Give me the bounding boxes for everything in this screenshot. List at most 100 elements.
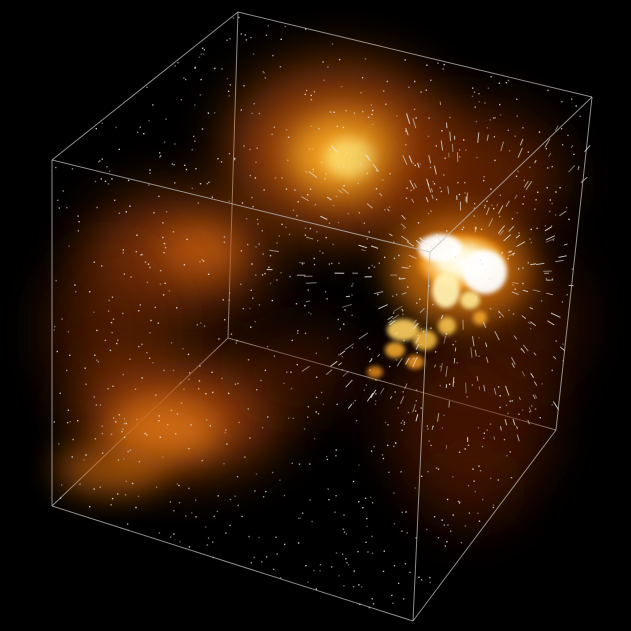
particle <box>155 486 158 488</box>
velocity-streak <box>519 138 524 146</box>
particle <box>258 304 261 306</box>
particle <box>104 180 107 182</box>
particle <box>516 115 518 117</box>
particle <box>499 406 501 409</box>
particle <box>443 414 445 417</box>
particle <box>357 182 359 185</box>
particle <box>452 476 454 478</box>
particle <box>480 259 482 261</box>
velocity-streak <box>568 165 576 173</box>
particle <box>539 417 541 419</box>
particle <box>234 495 236 497</box>
particle <box>381 454 384 456</box>
particle <box>289 275 291 278</box>
particle <box>191 512 193 514</box>
particle <box>265 556 268 558</box>
particle <box>93 488 95 490</box>
velocity-streak <box>483 384 486 392</box>
particle <box>373 445 375 448</box>
particle <box>179 382 182 384</box>
velocity-streak <box>440 362 443 372</box>
particle <box>229 292 231 294</box>
particle <box>579 115 581 118</box>
particle <box>206 544 209 546</box>
particle <box>101 122 103 124</box>
particle <box>496 284 498 286</box>
particle <box>307 289 309 291</box>
velocity-streak <box>408 254 413 258</box>
particle <box>111 497 114 500</box>
particle <box>203 53 205 55</box>
particle <box>426 64 428 66</box>
particle <box>226 443 228 445</box>
particle <box>214 112 216 114</box>
particle <box>327 488 329 490</box>
velocity-streak <box>419 237 428 246</box>
particle <box>162 222 164 224</box>
particle <box>304 234 307 236</box>
particle <box>217 495 219 497</box>
particle <box>322 403 324 406</box>
particle <box>507 412 509 415</box>
particle <box>122 428 124 430</box>
particle <box>206 419 208 421</box>
particle <box>464 525 467 527</box>
bright-core <box>367 215 530 378</box>
particle <box>218 338 220 340</box>
particle <box>118 148 120 151</box>
particle <box>434 351 437 353</box>
velocity-streak <box>401 235 410 242</box>
particle <box>535 199 537 201</box>
particle <box>307 416 309 418</box>
particle <box>313 569 315 572</box>
particle <box>357 550 359 553</box>
particle <box>413 108 416 111</box>
particle <box>234 383 237 385</box>
particle <box>371 264 373 267</box>
particle <box>351 285 353 287</box>
particle <box>478 337 480 339</box>
particle <box>59 497 62 499</box>
particle <box>409 265 411 267</box>
particle <box>61 484 63 486</box>
particle <box>137 131 139 133</box>
particle <box>545 277 547 280</box>
particle <box>387 424 389 426</box>
particle <box>191 149 193 151</box>
particle <box>372 603 375 605</box>
particle <box>516 98 518 100</box>
particle <box>195 516 197 518</box>
particle <box>227 90 230 92</box>
particle <box>122 312 124 315</box>
particle <box>509 400 511 402</box>
particle <box>320 161 323 164</box>
particle <box>415 537 417 539</box>
velocity-streak <box>320 215 328 220</box>
particle <box>292 417 294 419</box>
particle <box>116 342 118 345</box>
particle <box>319 564 322 566</box>
particle <box>360 92 362 94</box>
particle <box>506 454 508 457</box>
particle <box>464 192 466 194</box>
particle <box>134 388 137 390</box>
particle <box>364 58 367 60</box>
particle <box>324 291 327 293</box>
particle <box>271 471 274 474</box>
velocity-streak <box>405 357 410 365</box>
particle <box>298 463 301 465</box>
particle <box>208 181 210 184</box>
velocity-streak <box>366 203 374 209</box>
particle <box>448 383 451 385</box>
particle <box>407 411 410 414</box>
particle <box>389 173 391 175</box>
velocity-streak <box>548 152 552 157</box>
particle <box>326 455 328 458</box>
particle <box>332 204 335 207</box>
velocity-streak <box>413 183 417 189</box>
particle <box>316 231 318 233</box>
particle <box>253 556 255 559</box>
particle <box>419 163 421 165</box>
